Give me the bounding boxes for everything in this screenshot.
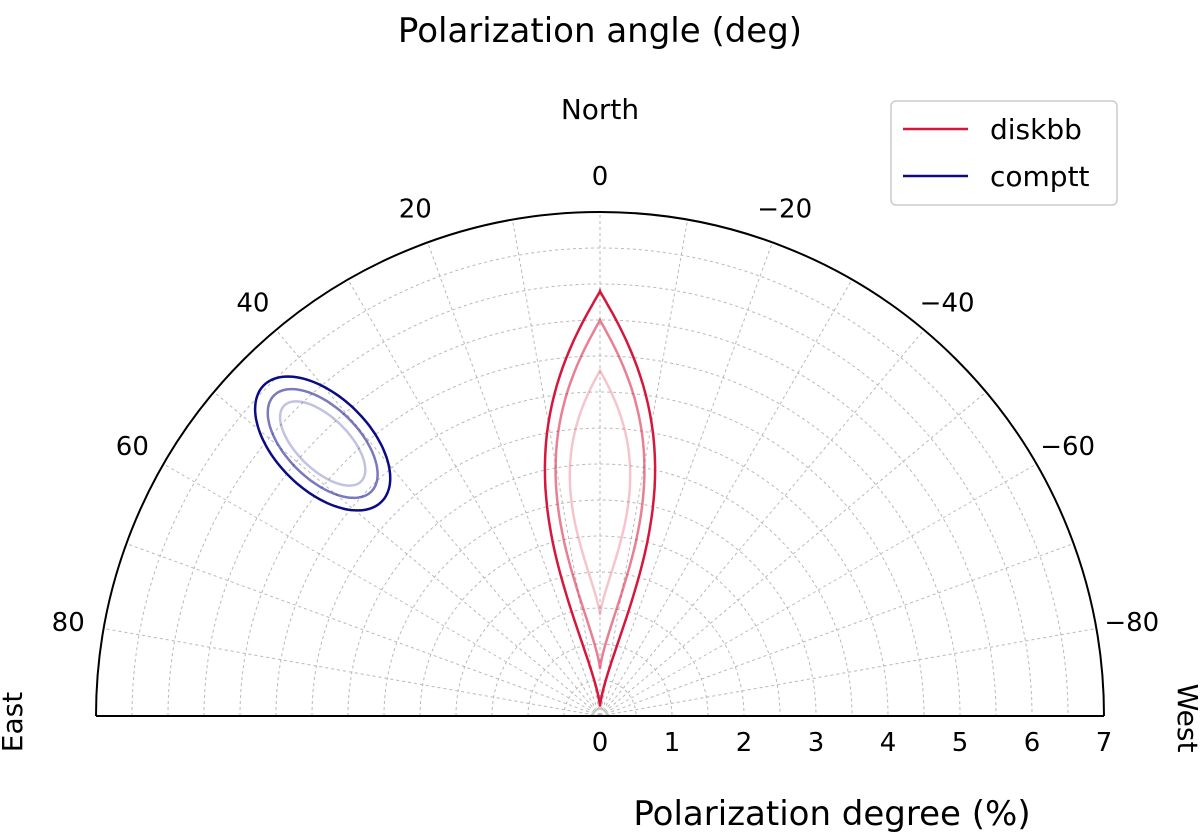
outer-boundary	[95, 211, 1105, 717]
diskbb-contour-middle	[554, 317, 646, 670]
angle-tick-label: −20	[757, 195, 812, 225]
comptt-contour-outer	[253, 375, 392, 512]
angular-gridline	[275, 329, 601, 717]
legend-label-comptt: comptt	[990, 160, 1090, 193]
radial-gridline	[563, 679, 637, 717]
x-axis-label: Polarization degree (%)	[633, 794, 1030, 834]
angle-tick-label: 0	[592, 162, 609, 192]
angular-gridline	[126, 543, 601, 717]
radial-gridline	[131, 247, 1069, 717]
radial-tick-label: 5	[952, 728, 969, 758]
north-label: North	[561, 93, 639, 126]
radial-tick-label: 1	[664, 728, 681, 758]
radial-tick-label: 7	[1096, 728, 1113, 758]
radial-tick-label: 6	[1024, 728, 1041, 758]
radial-gridline	[527, 643, 673, 717]
west-label: West	[1171, 684, 1200, 753]
diskbb-contour-inner	[568, 367, 632, 616]
radial-gridline	[167, 283, 1033, 717]
angular-gridline	[427, 242, 601, 717]
radial-tick-label: 0	[592, 728, 609, 758]
radial-tick-label: 3	[808, 728, 825, 758]
angular-gridline	[213, 391, 601, 717]
grid	[103, 212, 1097, 717]
angle-tick-label: −40	[920, 288, 975, 318]
angular-gridline	[347, 279, 601, 717]
angular-gridline	[103, 627, 601, 717]
east-label: East	[0, 692, 29, 752]
angle-tick-label: 20	[399, 195, 432, 225]
legend-box	[890, 100, 1118, 206]
angular-gridline	[599, 279, 853, 717]
chart-title: Polarization angle (deg)	[398, 11, 802, 51]
radial-tick-label: 2	[736, 728, 753, 758]
radial-gridline	[419, 535, 781, 717]
tick-labels: 0 1 2 3 4 5 6 7 0 20 −20 40 −40 60 −60 80 −80	[52, 162, 1160, 758]
radial-gridline	[383, 499, 817, 717]
angular-gridline	[599, 463, 1037, 717]
radial-tick-label: 4	[880, 728, 897, 758]
angle-tick-label: −80	[1104, 608, 1159, 638]
angle-tick-label: 80	[52, 608, 85, 638]
angle-tick-label: 60	[116, 432, 149, 462]
contours	[253, 287, 657, 707]
angle-tick-label: 40	[236, 288, 269, 318]
radial-gridline	[347, 463, 853, 717]
angular-gridline	[599, 329, 925, 717]
legend-label-diskbb: diskbb	[990, 113, 1082, 146]
comptt-contour-inner	[278, 400, 367, 487]
radial-gridline	[455, 571, 745, 717]
angular-gridline	[599, 627, 1097, 717]
diskbb-contour-outer	[543, 287, 657, 707]
angular-gridline	[599, 242, 773, 717]
axes	[95, 211, 1105, 717]
legend: diskbb comptt	[890, 100, 1118, 206]
comptt-contour-middle	[266, 387, 379, 500]
angular-gridline	[599, 391, 987, 717]
angle-tick-label: −60	[1040, 432, 1095, 462]
angular-gridline	[163, 463, 601, 717]
angular-gridline	[599, 543, 1074, 717]
